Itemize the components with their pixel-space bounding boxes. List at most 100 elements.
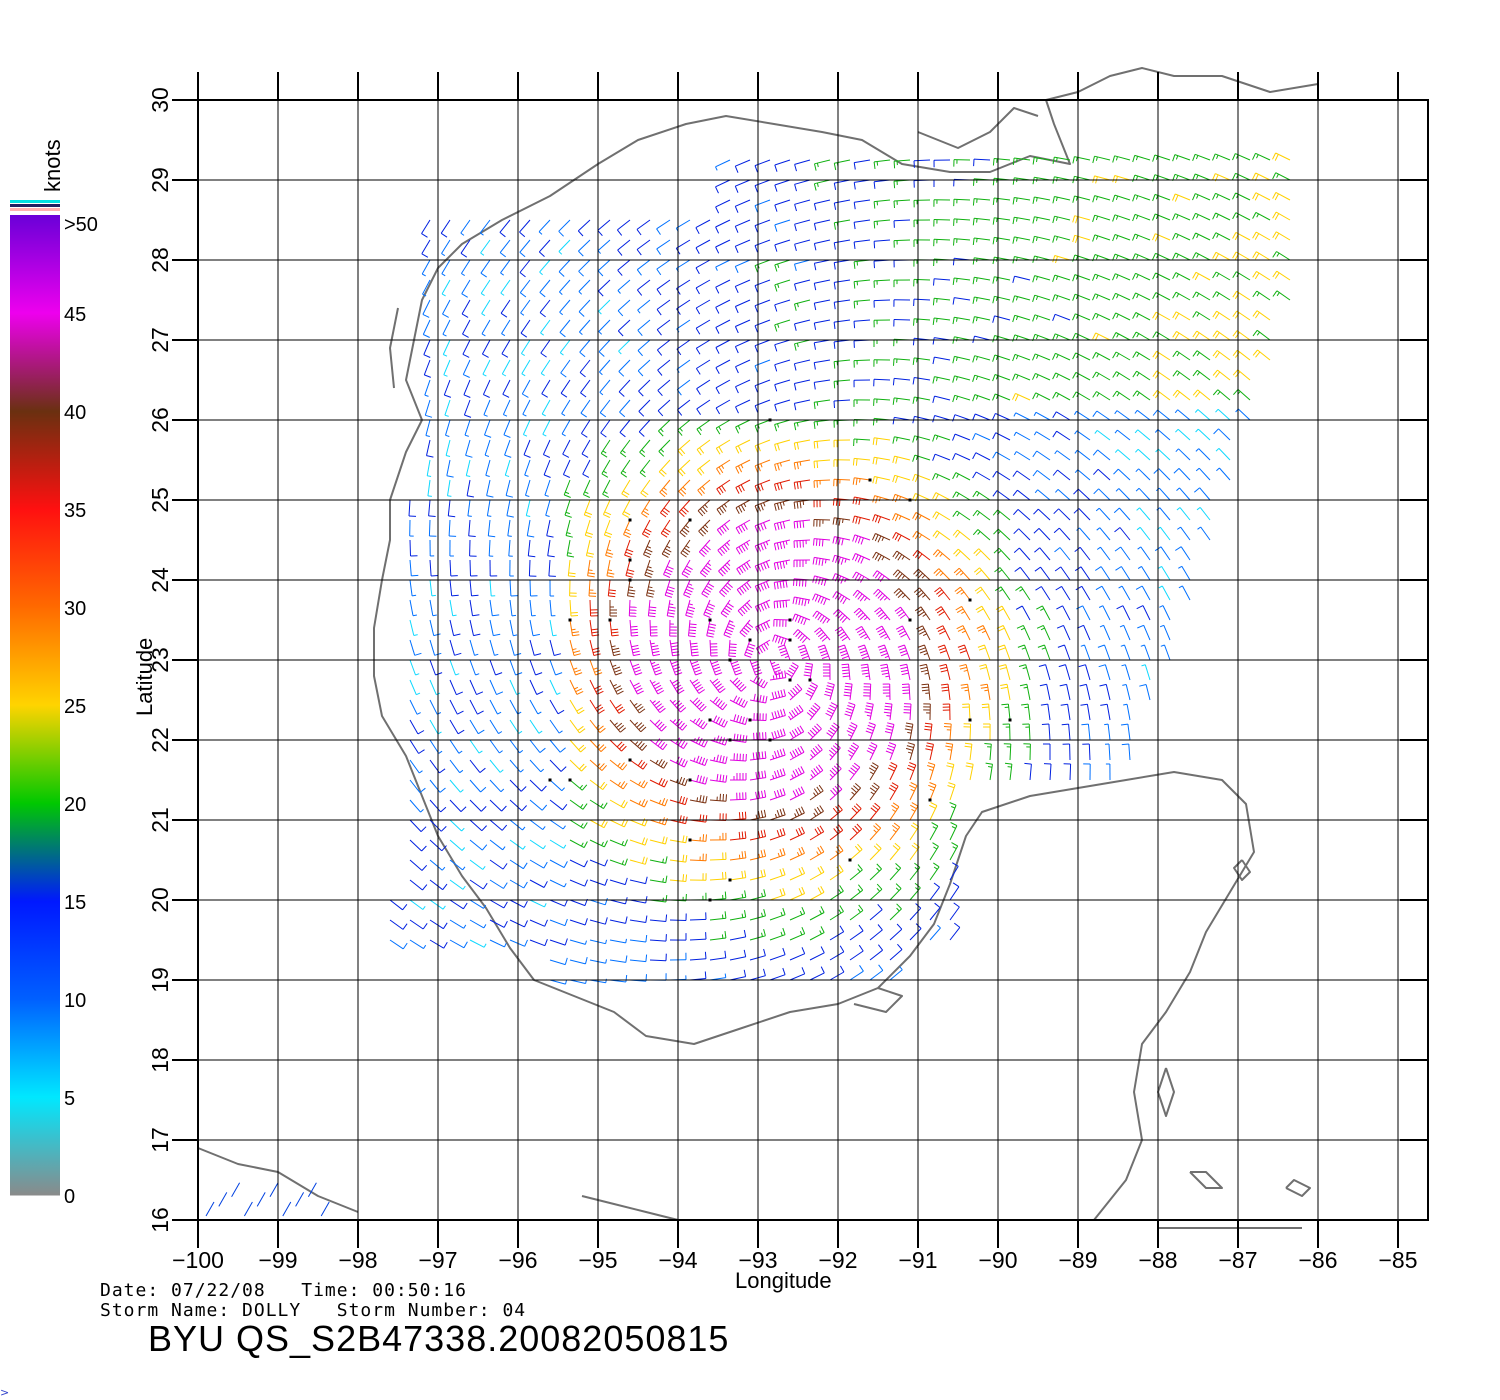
wind-barb-flag — [814, 725, 820, 732]
wind-barb-flag — [504, 454, 512, 458]
wind-barb-shaft — [797, 629, 811, 641]
wind-barb-shaft — [1035, 392, 1051, 401]
wind-barb-flag — [802, 520, 805, 528]
wind-barb-flag — [639, 451, 646, 458]
wind-barb-shaft — [719, 579, 731, 593]
wind-barb-shaft — [505, 479, 511, 496]
wind-barb-shaft — [947, 684, 951, 701]
wind-barb-flag — [682, 835, 685, 843]
wind-barb-flag — [754, 365, 758, 373]
wind-barb-half-flag — [1099, 624, 1104, 628]
wind-barb-shaft — [769, 695, 786, 701]
wind-barb-flag — [792, 613, 796, 621]
wind-barb-shaft — [1217, 369, 1231, 381]
wind-barb — [689, 853, 707, 862]
wind-barb — [709, 696, 728, 711]
wind-barb-flag — [777, 463, 780, 471]
wind-barb-shaft — [849, 869, 863, 881]
wind-barb-flag — [841, 538, 844, 546]
wind-barb-shaft — [408, 499, 411, 517]
wind-barb — [1062, 743, 1071, 761]
wind-barb-flag — [1132, 351, 1137, 358]
wind-barb — [789, 866, 806, 881]
wind-barb-flag — [958, 647, 966, 651]
wind-barb-flag — [809, 729, 816, 736]
wind-barb-shaft — [1021, 605, 1031, 621]
wind-barb-half-flag — [481, 333, 486, 337]
wind-barb-flag — [579, 763, 585, 770]
wind-barb-shaft — [547, 539, 551, 556]
wind-barb-flag — [715, 427, 721, 435]
wind-barb — [547, 539, 555, 558]
wind-barb-flag — [622, 782, 628, 790]
wind-barb-flag — [1192, 389, 1198, 396]
wind-barb — [509, 819, 526, 831]
wind-barb-shaft — [922, 625, 931, 641]
wind-barb-flag — [664, 527, 671, 533]
wind-barb — [1122, 684, 1131, 701]
wind-barb — [954, 586, 972, 602]
wind-barb-shaft — [795, 613, 811, 621]
wind-barb-flag — [684, 547, 691, 553]
wind-barb-flag — [723, 587, 730, 593]
wind-barb — [1072, 332, 1091, 341]
wind-barb — [1176, 507, 1191, 521]
wind-barb — [521, 359, 531, 377]
wind-barb-flag — [802, 637, 808, 644]
wind-barb-flag — [665, 856, 668, 864]
wind-barb-shaft — [618, 379, 631, 393]
wind-barb-flag — [715, 448, 721, 455]
wind-barb-shaft — [789, 852, 805, 861]
wind-barb-shaft — [889, 847, 901, 861]
wind-barb-flag — [725, 775, 728, 783]
wind-barb-flag — [992, 335, 996, 343]
wind-barb-flag — [873, 845, 880, 852]
wind-barb — [887, 762, 898, 781]
wind-barb-half-flag — [977, 531, 981, 535]
wind-barb-shaft — [934, 395, 951, 401]
wind-barb-shaft — [789, 731, 804, 741]
wind-barb — [561, 399, 571, 417]
wind-barb-flag — [625, 551, 633, 556]
wind-barb — [589, 878, 608, 886]
wind-barb-flag — [895, 590, 902, 596]
wind-barb — [1018, 664, 1031, 681]
wind-barb — [735, 519, 751, 535]
wind-barb-flag — [952, 472, 957, 480]
wind-barb-flag — [665, 837, 668, 845]
wind-barb — [749, 770, 767, 781]
wind-barb — [607, 579, 616, 598]
wind-barb-shaft — [735, 419, 751, 428]
wind-barb-shaft — [447, 479, 451, 496]
wind-barb — [529, 639, 542, 656]
wind-barb-flag — [654, 719, 661, 726]
wind-barb-flag — [667, 615, 675, 618]
wind-barb-shaft — [525, 479, 531, 496]
wind-barb-flag — [785, 580, 788, 588]
wind-barb-flag — [938, 647, 946, 651]
wind-barb-shaft — [489, 899, 505, 909]
wind-barb-flag — [763, 562, 767, 570]
wind-barb-shaft — [794, 479, 811, 483]
wind-barb — [676, 379, 691, 396]
colorbar-label-20: 20 — [64, 794, 86, 816]
wind-barb-flag — [534, 653, 542, 656]
wind-barb-flag — [699, 467, 705, 474]
wind-barb-shaft — [507, 519, 511, 536]
wind-barb-shaft — [483, 399, 491, 415]
wind-barb-flag — [760, 543, 764, 551]
wind-barb-flag — [643, 781, 648, 789]
wind-barb-flag — [677, 450, 683, 457]
wind-barb-flag — [724, 931, 727, 939]
wind-barb-shaft — [1139, 507, 1151, 521]
wind-barb — [1092, 410, 1111, 421]
wind-barb-flag — [680, 552, 687, 558]
wind-barb-shaft — [549, 759, 562, 772]
wind-barb-flag — [900, 666, 908, 670]
wind-barb-shaft — [696, 399, 711, 410]
wind-barb-half-flag — [415, 673, 420, 676]
wind-barb-shaft — [609, 799, 625, 809]
wind-barb-shaft — [463, 399, 471, 416]
wind-barb-flag — [722, 546, 728, 553]
wind-barb — [932, 530, 951, 541]
